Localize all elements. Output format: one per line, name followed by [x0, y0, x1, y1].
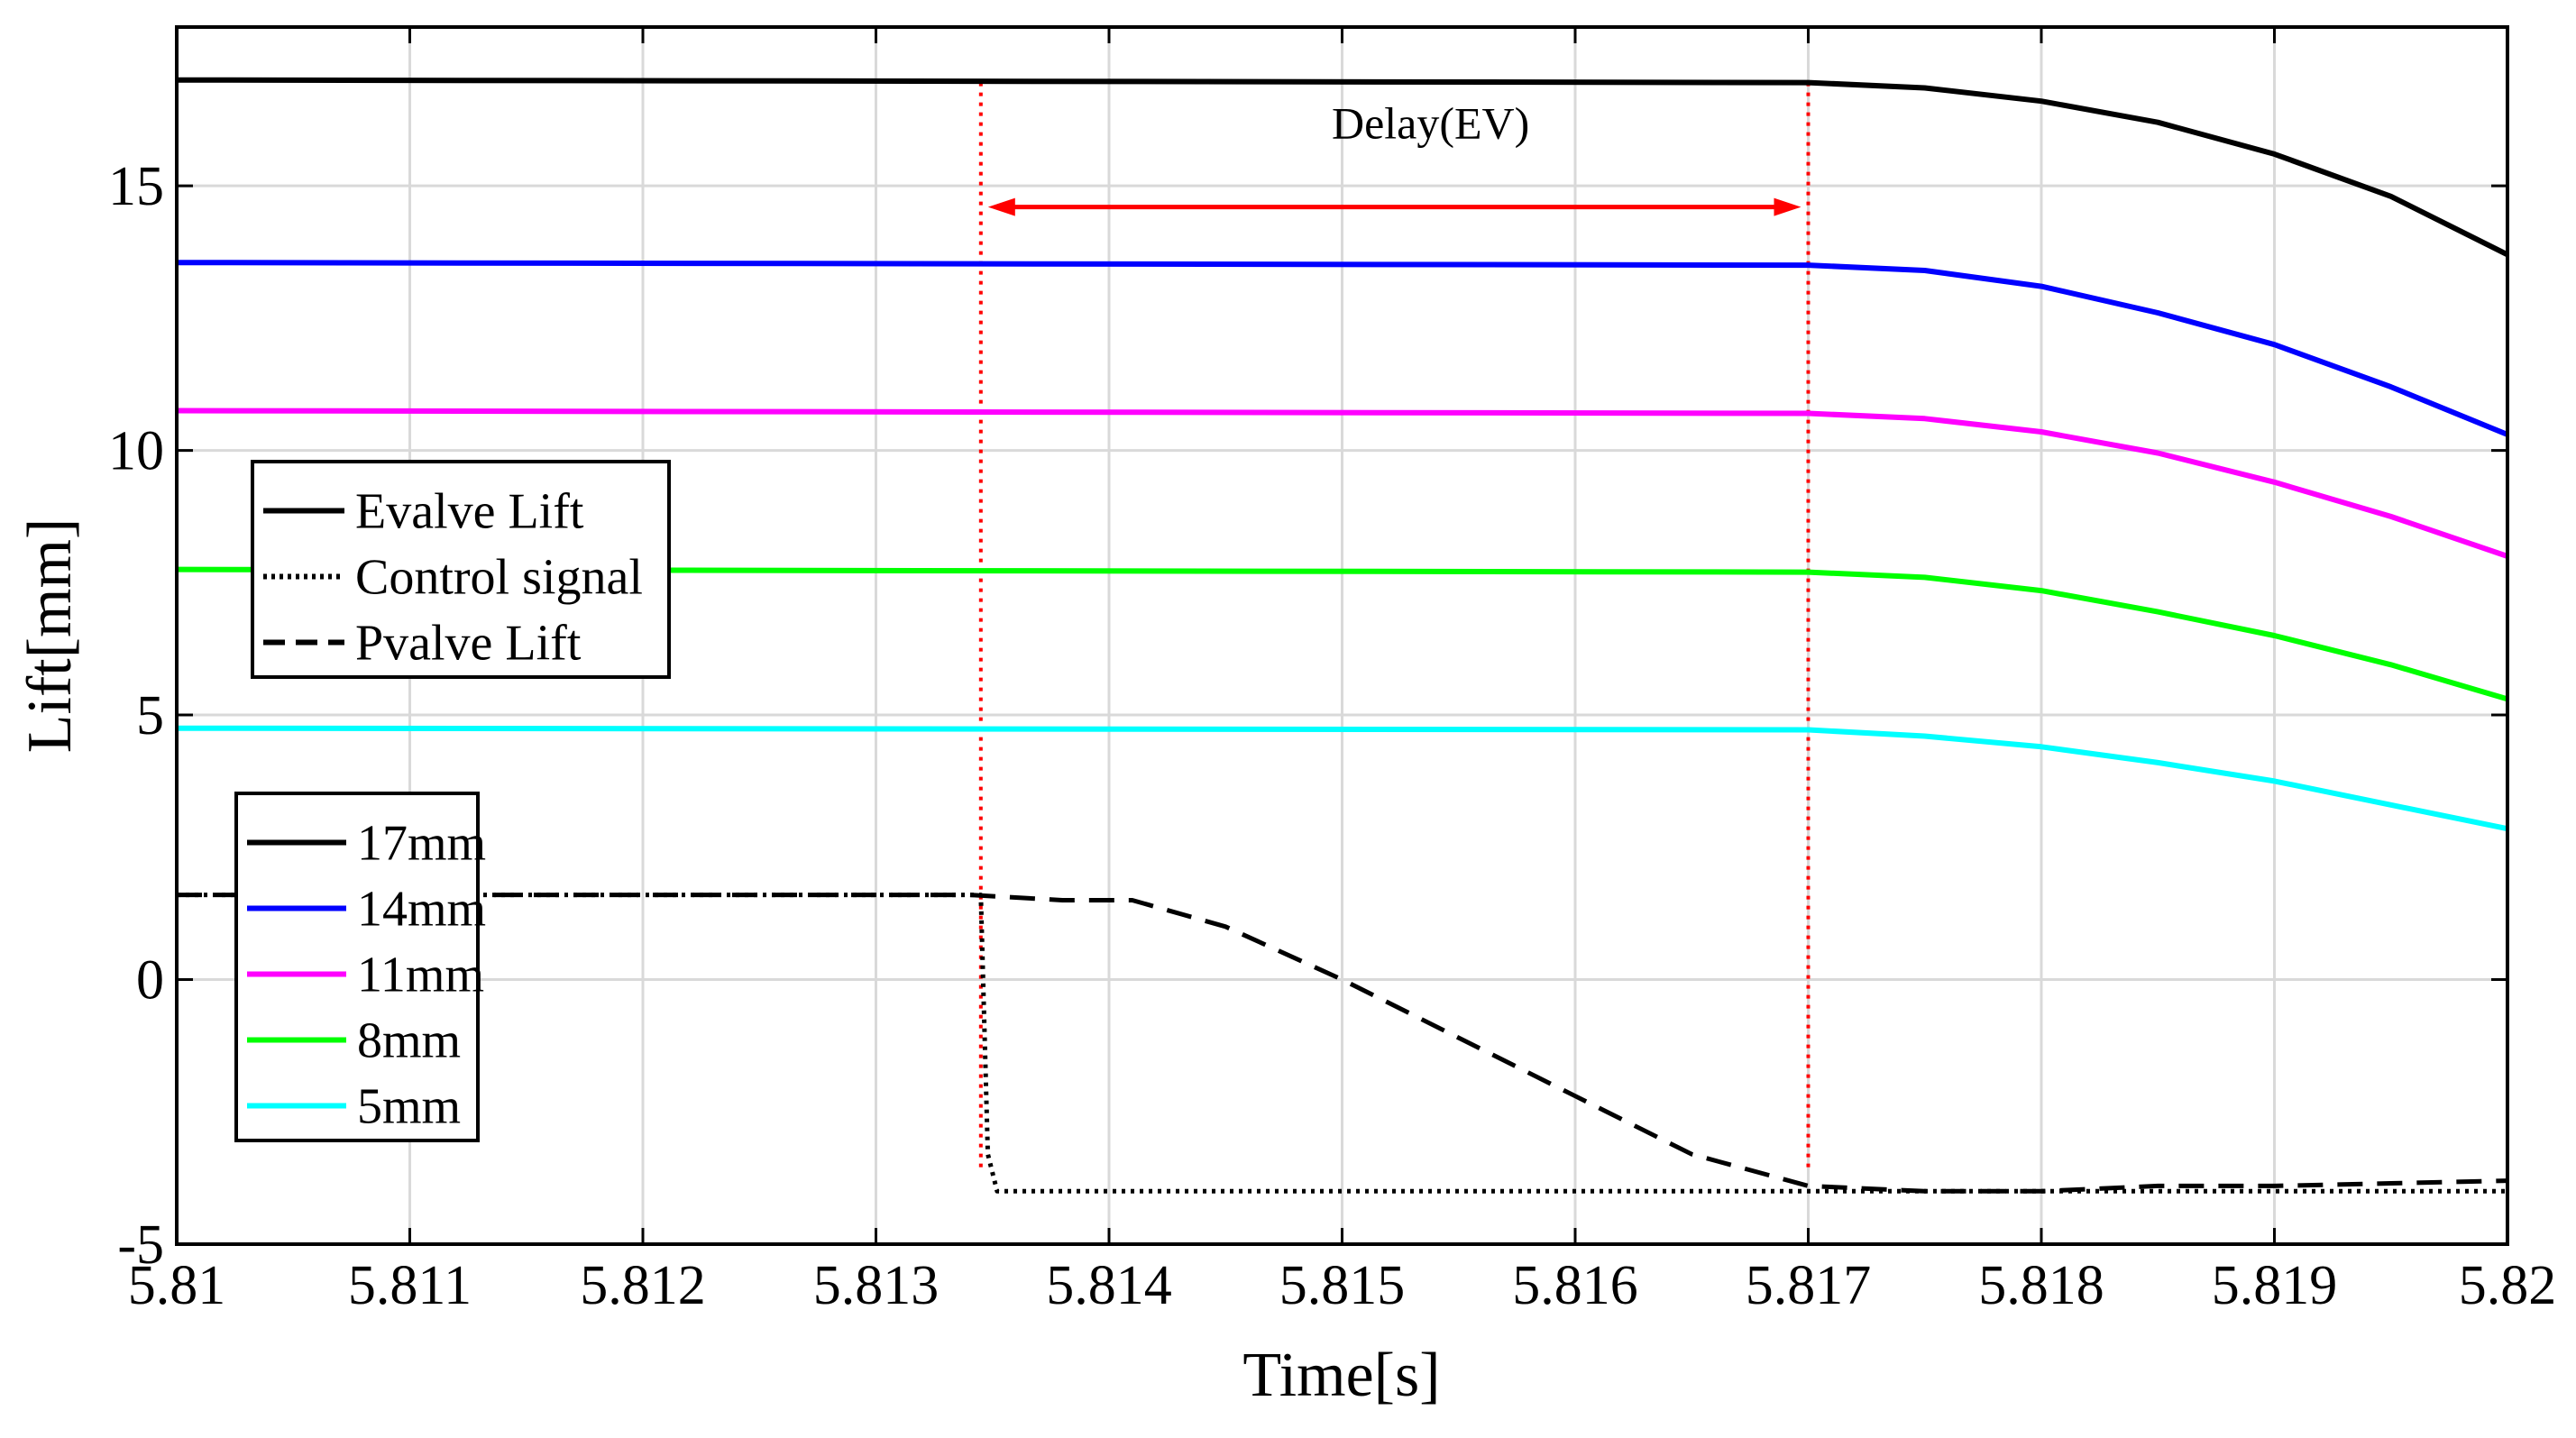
x-tick-label: 5.819 [2212, 1255, 2338, 1316]
x-tick-label: 5.818 [1978, 1255, 2104, 1316]
x-tick-label: 5.81 [128, 1255, 226, 1316]
y-tick-label: 5 [136, 685, 164, 746]
legend-label: 14mm [357, 882, 486, 938]
legend-label: Evalve Lift [355, 484, 584, 540]
series-17mm [176, 77, 2509, 258]
series-11mm [176, 408, 2508, 559]
series-14mm [176, 260, 2509, 437]
legend-label: 8mm [357, 1013, 461, 1069]
y-tick-label: 15 [108, 156, 164, 217]
legend-label: 17mm [357, 816, 486, 872]
y-tick-label: 10 [108, 421, 164, 482]
y-tick-label: 0 [136, 950, 164, 1012]
series-8mm [176, 566, 2508, 702]
y-tick-label: -5 [117, 1214, 164, 1276]
x-tick-label: 5.811 [348, 1255, 472, 1316]
series-control-signal [177, 893, 2507, 1194]
series-5mm [176, 725, 2508, 832]
legend-label: 5mm [357, 1079, 461, 1135]
series-pvalve-lift [177, 893, 2508, 1194]
y-tick-group: -5 0 5 10 15 [108, 156, 2507, 1276]
legend-box [251, 460, 671, 679]
x-tick-label: 5.814 [1046, 1255, 1172, 1316]
y-axis-label: Lift[mm] [15, 518, 85, 753]
x-tick-label: 5.817 [1746, 1255, 1872, 1316]
legend-label: Control signal [355, 550, 643, 606]
annotation-group: Delay(EV) [987, 97, 1801, 216]
x-tick-group: 5.81 5.811 5.812 5.813 5.814 5.815 5.816 5.817 5… [128, 27, 2557, 1316]
legend-label: Pvalve Lift [355, 616, 582, 672]
legend-line-types: Evalve Lift Control signal Pvalve Lift [251, 460, 671, 679]
legend-label: 11mm [357, 948, 484, 1003]
legend-lift-sizes: 17mm 14mm 11mm 8mm 5mm [234, 792, 486, 1142]
x-tick-label: 5.812 [580, 1255, 706, 1316]
x-tick-label: 5.815 [1279, 1255, 1406, 1316]
x-axis-label: Time[s] [1242, 1341, 1440, 1410]
delay-arrowhead-left [987, 197, 1015, 216]
x-tick-label: 5.816 [1512, 1255, 1638, 1316]
series-group [176, 77, 2509, 1194]
x-tick-label: 5.82 [2459, 1255, 2557, 1316]
x-tick-label: 5.813 [813, 1255, 940, 1316]
legend-box [234, 792, 480, 1142]
delay-annotation-label: Delay(EV) [1332, 97, 1529, 148]
delay-arrowhead-right [1774, 197, 1801, 216]
